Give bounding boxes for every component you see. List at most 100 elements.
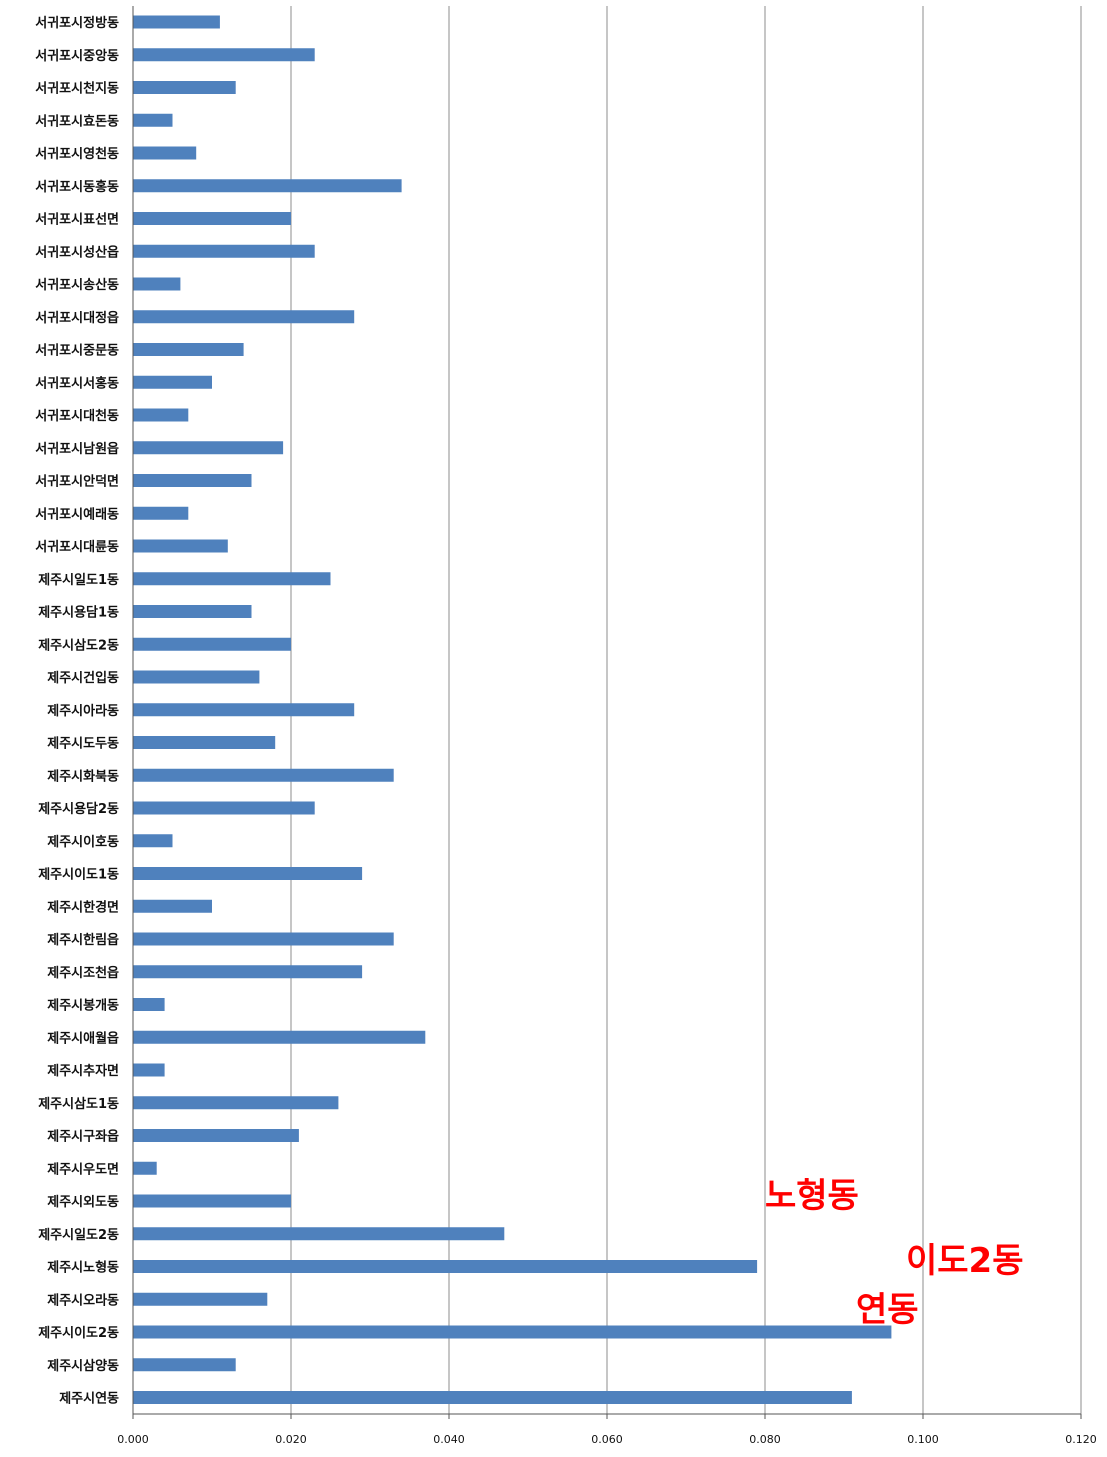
bar [133,998,165,1011]
category-label: 서귀포시효돈동 [35,113,119,129]
category-label: 제주시일도2동 [38,1228,119,1243]
x-tick-label: 0.060 [591,1433,623,1446]
bar [133,670,260,684]
bar [133,506,189,520]
annotation-ido2: 이도2동 [906,1241,1024,1281]
bar [133,310,355,324]
category-label: 서귀포시대천동 [35,408,119,424]
category-label: 제주시화북동 [47,768,119,784]
x-tick-label: 0.100 [907,1433,939,1446]
bar [133,1227,505,1241]
bar [133,1391,852,1404]
category-label: 제주시애월읍 [47,1030,119,1046]
bar [133,1292,268,1306]
category-label: 제주시이도2동 [38,1325,119,1341]
bar [133,1096,339,1110]
bar [133,965,363,979]
bar [133,113,173,127]
category-label: 제주시도두동 [47,737,119,752]
gridlines [132,6,1082,1414]
category-label: 제주시오라동 [47,1292,119,1308]
bar [133,441,284,455]
bar [133,605,252,618]
category-label: 제주시노형동 [47,1260,119,1276]
category-label: 서귀포시예래동 [35,506,119,522]
category-label: 제주시용담2동 [38,801,119,817]
category-label: 서귀포시동홍동 [35,179,119,195]
bar [133,932,394,946]
bars [133,15,892,1404]
bar [133,474,252,487]
bar [133,637,291,651]
bar [133,768,394,782]
category-label: 제주시이도1동 [38,867,119,883]
category-label: 제주시우도면 [47,1161,119,1177]
bar [133,343,244,356]
category-label: 서귀포시표선면 [35,212,119,228]
bar [133,572,331,586]
bar [133,244,315,258]
bar [133,539,228,553]
category-label: 제주시건입동 [47,670,119,686]
category-label: 제주시일도1동 [38,573,119,588]
bar [133,1063,165,1077]
category-label: 서귀포시천지동 [35,81,119,97]
category-label: 제주시추자면 [47,1063,119,1079]
category-label: 서귀포시서홍동 [35,375,119,391]
category-label: 서귀포시영천동 [35,146,119,162]
category-label: 서귀포시대정읍 [35,310,119,326]
x-tick-label: 0.000 [117,1433,149,1446]
bar [133,1030,426,1044]
category-label: 제주시한림읍 [47,932,119,948]
bar [133,1129,299,1142]
bar [133,408,189,422]
category-label: 제주시조천읍 [47,965,119,981]
category-label: 서귀포시성산읍 [35,244,119,260]
category-label: 서귀포시중앙동 [35,48,119,64]
x-tick-label: 0.040 [433,1433,465,1446]
category-label: 서귀포시송산동 [35,277,119,293]
bar [133,899,212,913]
bar [133,801,315,815]
bar [133,277,181,291]
category-label: 제주시삼도2동 [38,637,119,653]
category-label: 제주시삼도1동 [38,1096,119,1112]
bar [133,15,220,29]
category-label: 제주시구좌읍 [47,1129,119,1145]
category-label: 제주시삼양동 [47,1358,119,1374]
bar [133,81,236,94]
bar [133,1325,892,1339]
category-label: 제주시용담1동 [38,605,119,621]
bar [133,703,355,717]
bar [133,179,402,193]
bar [133,1161,157,1175]
x-tick-labels: 0.000 0.020 0.040 0.060 0.080 0.100 0.120 [117,1414,1097,1446]
category-label: 서귀포시안덕면 [35,474,119,490]
bar [133,1260,758,1273]
bar [133,867,363,880]
annotation-yeon: 연동 [856,1290,919,1330]
category-label: 제주시연동 [59,1392,119,1407]
x-tick-label: 0.080 [749,1433,781,1446]
category-label: 서귀포시남원읍 [35,441,119,457]
category-label: 제주시봉개동 [47,999,119,1014]
bar [133,1194,291,1208]
x-tick-label: 0.020 [275,1433,307,1446]
category-label: 서귀포시대륜동 [35,539,119,555]
bar [133,146,197,160]
category-label: 제주시한경면 [47,899,119,915]
bar [133,375,212,389]
bar [133,834,173,848]
category-labels: 서귀포시정방동서귀포시중앙동서귀포시천지동서귀포시효돈동서귀포시영천동서귀포시동… [35,15,119,1407]
bar [133,212,291,225]
category-label: 제주시외도동 [47,1194,119,1210]
annotation-nohyeong: 노형동 [765,1176,859,1216]
bar [133,1358,236,1372]
category-label: 제주시이호동 [47,834,119,850]
bar [133,48,315,62]
x-tick-label: 0.120 [1065,1433,1097,1446]
category-label: 서귀포시정방동 [35,15,119,31]
category-label: 제주시아라동 [47,703,119,719]
bar [133,736,276,749]
